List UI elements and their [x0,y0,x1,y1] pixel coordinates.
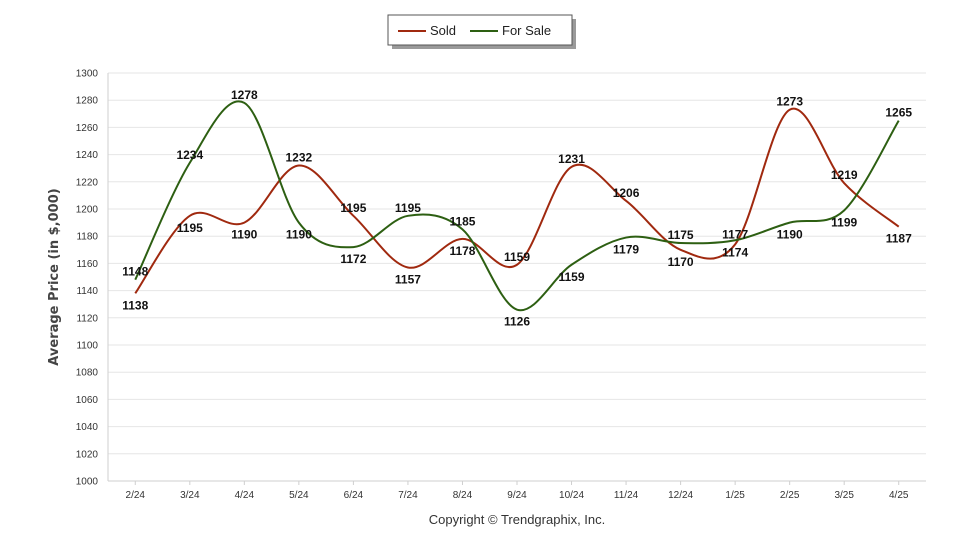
x-tick-label: 3/24 [180,490,200,501]
data-label-sold: 1174 [722,245,748,259]
x-tick-label: 4/25 [889,490,909,501]
data-label-sold: 1157 [395,272,421,286]
x-tick-label: 12/24 [668,490,693,501]
x-tick-label: 4/24 [235,490,255,501]
data-label-for-sale: 1190 [777,228,803,242]
legend-label-for-sale: For Sale [502,23,551,38]
y-tick-label: 1160 [76,259,98,270]
x-tick-label: 3/25 [834,490,854,501]
data-label-for-sale: 1185 [449,214,475,228]
data-label-for-sale: 1234 [176,148,203,162]
y-tick-label: 1180 [76,232,98,243]
data-label-sold: 1195 [340,201,366,215]
x-tick-label: 1/25 [725,490,745,501]
x-tick-label: 6/24 [344,490,364,501]
data-label-for-sale: 1265 [885,106,912,120]
data-label-sold: 1273 [776,95,803,109]
x-tick-label: 9/24 [507,490,527,501]
x-tick-label: 11/24 [614,490,639,501]
y-tick-label: 1200 [76,205,99,216]
data-label-sold: 1195 [177,221,203,235]
data-labels: 1138 1195 1190 1232 1195 1157 1178 1159 1231 1206… [122,88,912,329]
data-label-for-sale: 1199 [831,215,857,229]
data-label-sold: 1178 [449,244,475,258]
data-label-for-sale: 1177 [722,227,748,241]
data-label-sold: 1187 [886,232,912,246]
data-label-for-sale: 1179 [613,243,639,257]
data-label-for-sale: 1175 [668,228,694,242]
data-label-for-sale: 1195 [395,201,421,215]
series-lines [134,100,900,312]
x-tick-label: 8/24 [453,490,473,501]
x-tick-label: 5/24 [289,490,309,501]
y-tick-label: 1000 [76,477,99,488]
legend: Sold For Sale [387,14,576,49]
y-tick-label: 1300 [76,69,99,80]
data-label-for-sale: 1278 [231,88,258,102]
y-tick-label: 1020 [76,449,99,460]
x-tick-label: 7/24 [398,490,418,501]
data-label-for-sale: 1159 [559,270,585,284]
data-label-for-sale: 1172 [340,252,366,266]
series-line-sold [134,107,900,294]
x-tick-label: 2/25 [780,490,800,501]
data-label-sold: 1138 [122,298,148,312]
data-label-for-sale: 1126 [504,315,530,329]
data-label-sold: 1231 [558,152,585,166]
y-tick-label: 1080 [76,368,99,379]
y-tick-label: 1100 [76,341,98,352]
data-label-sold: 1159 [504,250,530,264]
y-tick-label: 1120 [76,313,98,324]
y-axis-title: Average Price (in $,000) [47,188,62,365]
data-label-for-sale: 1190 [286,228,312,242]
axes: 1000 1020 1040 1060 1080 1100 1120 1140 1160 1180… [76,69,909,502]
y-tick-label: 1220 [76,177,99,188]
y-tick-label: 1280 [76,96,99,107]
data-label-for-sale: 1148 [122,265,148,279]
x-tick-label: 10/24 [559,490,584,501]
grid [108,72,926,482]
x-tick-label: 2/24 [126,490,146,501]
y-tick-label: 1060 [76,395,99,406]
legend-label-sold: Sold [430,23,456,38]
y-tick-label: 1260 [76,123,99,134]
y-tick-label: 1040 [76,422,99,433]
data-label-sold: 1232 [286,150,313,164]
data-label-sold: 1190 [231,228,257,242]
y-tick-label: 1140 [76,286,98,297]
data-label-sold: 1206 [613,186,640,200]
copyright-text: Copyright © Trendgraphix, Inc. [429,512,606,527]
y-tick-label: 1240 [76,150,99,161]
series-line-for-sale [134,100,900,312]
data-label-sold: 1219 [831,168,858,182]
data-label-sold: 1170 [668,255,694,269]
